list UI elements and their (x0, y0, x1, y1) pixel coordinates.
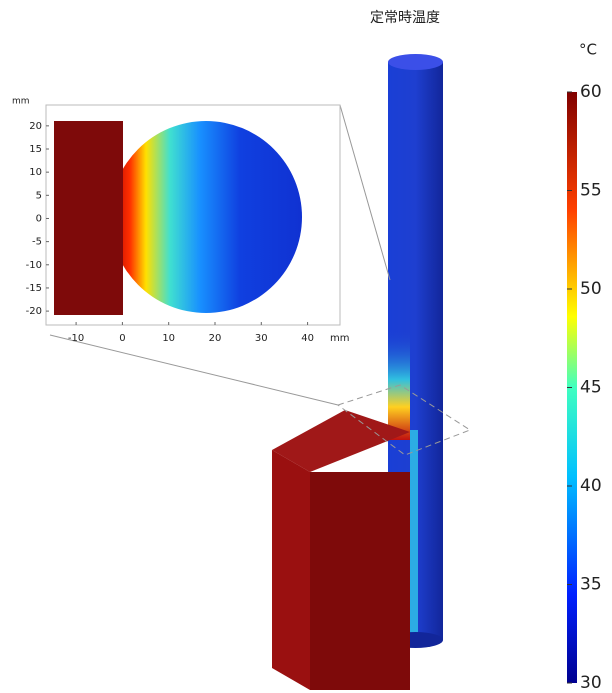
inset-y-tick-label: 15 (29, 144, 42, 155)
inset-y-tick-label: 10 (29, 167, 42, 178)
colorbar-tick-label: 30 (580, 673, 602, 693)
title: 定常時温度 (370, 10, 440, 26)
inset-y-tick-label: 20 (29, 121, 42, 132)
inset-y-tick-label: -5 (32, 237, 42, 248)
colorbar-tick-label: 35 (580, 575, 602, 595)
inset-y-tick-label: -15 (26, 283, 42, 294)
inset-x-tick-label: 40 (301, 333, 314, 344)
inset-x-tick-label: 0 (119, 333, 125, 344)
inset-x-tick-label: 30 (255, 333, 268, 344)
colorbar-tick-label: 50 (580, 279, 602, 299)
inset (46, 105, 340, 325)
colorbar-unit: °C (579, 41, 597, 59)
inset-y-tick-label: -20 (26, 306, 42, 317)
inset-x-tick-label: 20 (209, 333, 222, 344)
figure: 定常時温度 °C 30354045505560-10010203040mm-20… (0, 0, 612, 693)
inset-y-tick-label: 0 (36, 213, 42, 224)
inset-y-tick-label: 5 (36, 190, 42, 201)
colorbar-tick-label: 60 (580, 82, 602, 102)
colorbar-tick-label: 40 (580, 476, 602, 496)
inset-y-tick-label: -10 (26, 260, 42, 271)
inset-x-tick-label: -10 (68, 333, 84, 344)
colorbar-tick-label: 45 (580, 378, 602, 398)
inset-x-unit: mm (330, 333, 349, 344)
inset-x-tick-label: 10 (162, 333, 175, 344)
colorbar-tick-label: 55 (580, 181, 602, 201)
inset-y-unit: mm (12, 97, 30, 107)
